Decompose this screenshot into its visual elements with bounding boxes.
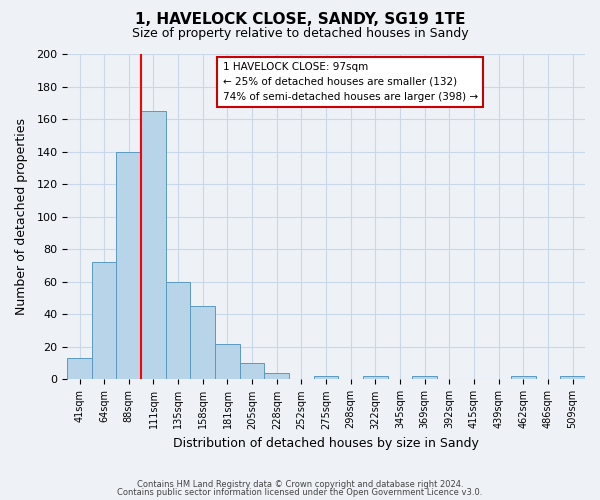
X-axis label: Distribution of detached houses by size in Sandy: Distribution of detached houses by size … xyxy=(173,437,479,450)
Bar xyxy=(511,376,536,380)
Bar xyxy=(560,376,585,380)
Y-axis label: Number of detached properties: Number of detached properties xyxy=(15,118,28,315)
Bar xyxy=(265,373,289,380)
Text: Size of property relative to detached houses in Sandy: Size of property relative to detached ho… xyxy=(131,28,469,40)
Bar xyxy=(116,152,141,380)
Bar xyxy=(92,262,116,380)
Text: 1, HAVELOCK CLOSE, SANDY, SG19 1TE: 1, HAVELOCK CLOSE, SANDY, SG19 1TE xyxy=(135,12,465,28)
Bar xyxy=(412,376,437,380)
Bar xyxy=(215,344,240,380)
Bar xyxy=(141,111,166,380)
Text: 1 HAVELOCK CLOSE: 97sqm
← 25% of detached houses are smaller (132)
74% of semi-d: 1 HAVELOCK CLOSE: 97sqm ← 25% of detache… xyxy=(223,62,478,102)
Bar xyxy=(190,306,215,380)
Text: Contains HM Land Registry data © Crown copyright and database right 2024.: Contains HM Land Registry data © Crown c… xyxy=(137,480,463,489)
Bar xyxy=(240,363,265,380)
Bar xyxy=(67,358,92,380)
Bar xyxy=(314,376,338,380)
Bar xyxy=(363,376,388,380)
Text: Contains public sector information licensed under the Open Government Licence v3: Contains public sector information licen… xyxy=(118,488,482,497)
Bar xyxy=(166,282,190,380)
